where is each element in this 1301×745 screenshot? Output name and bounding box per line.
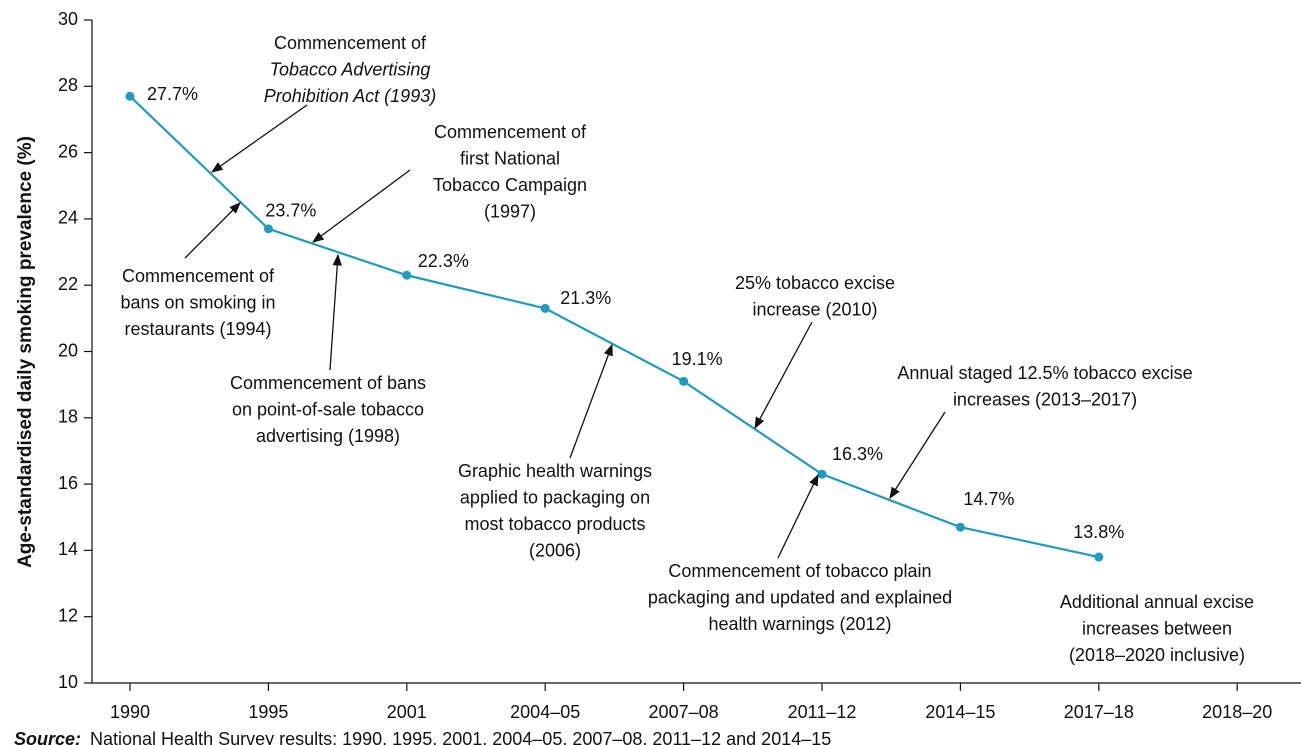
y-tick-label: 12 [58, 605, 78, 625]
y-tick-label: 26 [58, 141, 78, 161]
value-label: 22.3% [418, 251, 469, 271]
point [679, 376, 689, 386]
annotation: Tobacco Campaign [433, 175, 587, 195]
annotation-arrow [329, 253, 342, 371]
y-tick-label: 10 [58, 672, 78, 692]
annotation-arrow [211, 104, 308, 173]
x-tick-label: 1990 [110, 702, 150, 722]
value-label: 16.3% [832, 444, 883, 464]
annotation: Additional annual excise [1060, 592, 1254, 612]
y-tick-label: 20 [58, 340, 78, 360]
value-label: 21.3% [560, 288, 611, 308]
annotation: Graphic health warnings [458, 461, 652, 481]
value-label: 23.7% [265, 201, 316, 221]
value-label: 14.7% [963, 489, 1014, 509]
point [540, 303, 550, 313]
point [263, 224, 273, 234]
point [955, 522, 965, 532]
annotation: (1997) [484, 201, 536, 221]
point [817, 469, 827, 479]
annotation: Prohibition Act (1993) [264, 86, 436, 106]
annotation-arrow [777, 473, 819, 559]
x-tick-label: 2014–15 [925, 702, 995, 722]
annotation: increases (2013–2017) [953, 389, 1137, 409]
value-label: 13.8% [1073, 522, 1124, 542]
annotation-arrow [312, 169, 411, 243]
source-text: National Health Survey results: 1990, 19… [90, 729, 831, 745]
y-tick-label: 30 [58, 9, 78, 29]
annotation-arrow [754, 321, 813, 430]
annotation: on point-of-sale tobacco [232, 399, 424, 419]
y-axis-label: Age-standardised daily smoking prevalenc… [15, 136, 36, 568]
annotation-arrow [569, 343, 613, 459]
x-tick-label: 2017–18 [1064, 702, 1134, 722]
x-tick-label: 2018–20 [1202, 702, 1272, 722]
annotation: most tobacco products [464, 514, 645, 534]
annotation-arrow [184, 202, 241, 259]
point [402, 270, 412, 280]
annotation: (2006) [529, 540, 581, 560]
source-label: Source: [14, 729, 81, 745]
line [129, 95, 1100, 559]
x-tick-label: 2004–05 [510, 702, 580, 722]
annotation: Commencement of bans [230, 373, 426, 393]
x-tick-label: 1995 [248, 702, 288, 722]
x-tick-label: 2001 [387, 702, 427, 722]
y-tick-label: 24 [58, 208, 78, 228]
annotation: Commencement of [434, 122, 587, 142]
y-tick-label: 28 [58, 75, 78, 95]
annotation: packaging and updated and explained [648, 587, 952, 607]
y-tick-label: 18 [58, 407, 78, 427]
annotation: restaurants (1994) [124, 319, 271, 339]
annotation: bans on smoking in [120, 292, 275, 312]
annotation: (2018–2020 inclusive) [1069, 645, 1245, 665]
value-label: 27.7% [147, 84, 198, 104]
annotation: increases between [1082, 618, 1232, 638]
annotation: 25% tobacco excise [735, 273, 895, 293]
annotation: Commencement of tobacco plain [668, 561, 931, 581]
annotation: Commencement of [274, 33, 427, 53]
annotation: Tobacco Advertising [270, 59, 431, 79]
y-tick-label: 22 [58, 274, 78, 294]
annotation: Commencement of [122, 266, 275, 286]
point [125, 91, 135, 101]
y-tick-label: 14 [58, 539, 78, 559]
annotation: Annual staged 12.5% tobacco excise [897, 363, 1192, 383]
x-tick-label: 2007–08 [649, 702, 719, 722]
annotation: applied to packaging on [460, 487, 650, 507]
annotation: advertising (1998) [256, 426, 400, 446]
annotation-arrow [889, 411, 946, 499]
annotation: health warnings (2012) [708, 614, 891, 634]
y-tick-label: 16 [58, 473, 78, 493]
annotation: first National [460, 148, 560, 168]
value-label: 19.1% [672, 349, 723, 369]
point [1094, 552, 1104, 562]
x-tick-label: 2011–12 [788, 702, 857, 722]
annotation: increase (2010) [752, 299, 877, 319]
